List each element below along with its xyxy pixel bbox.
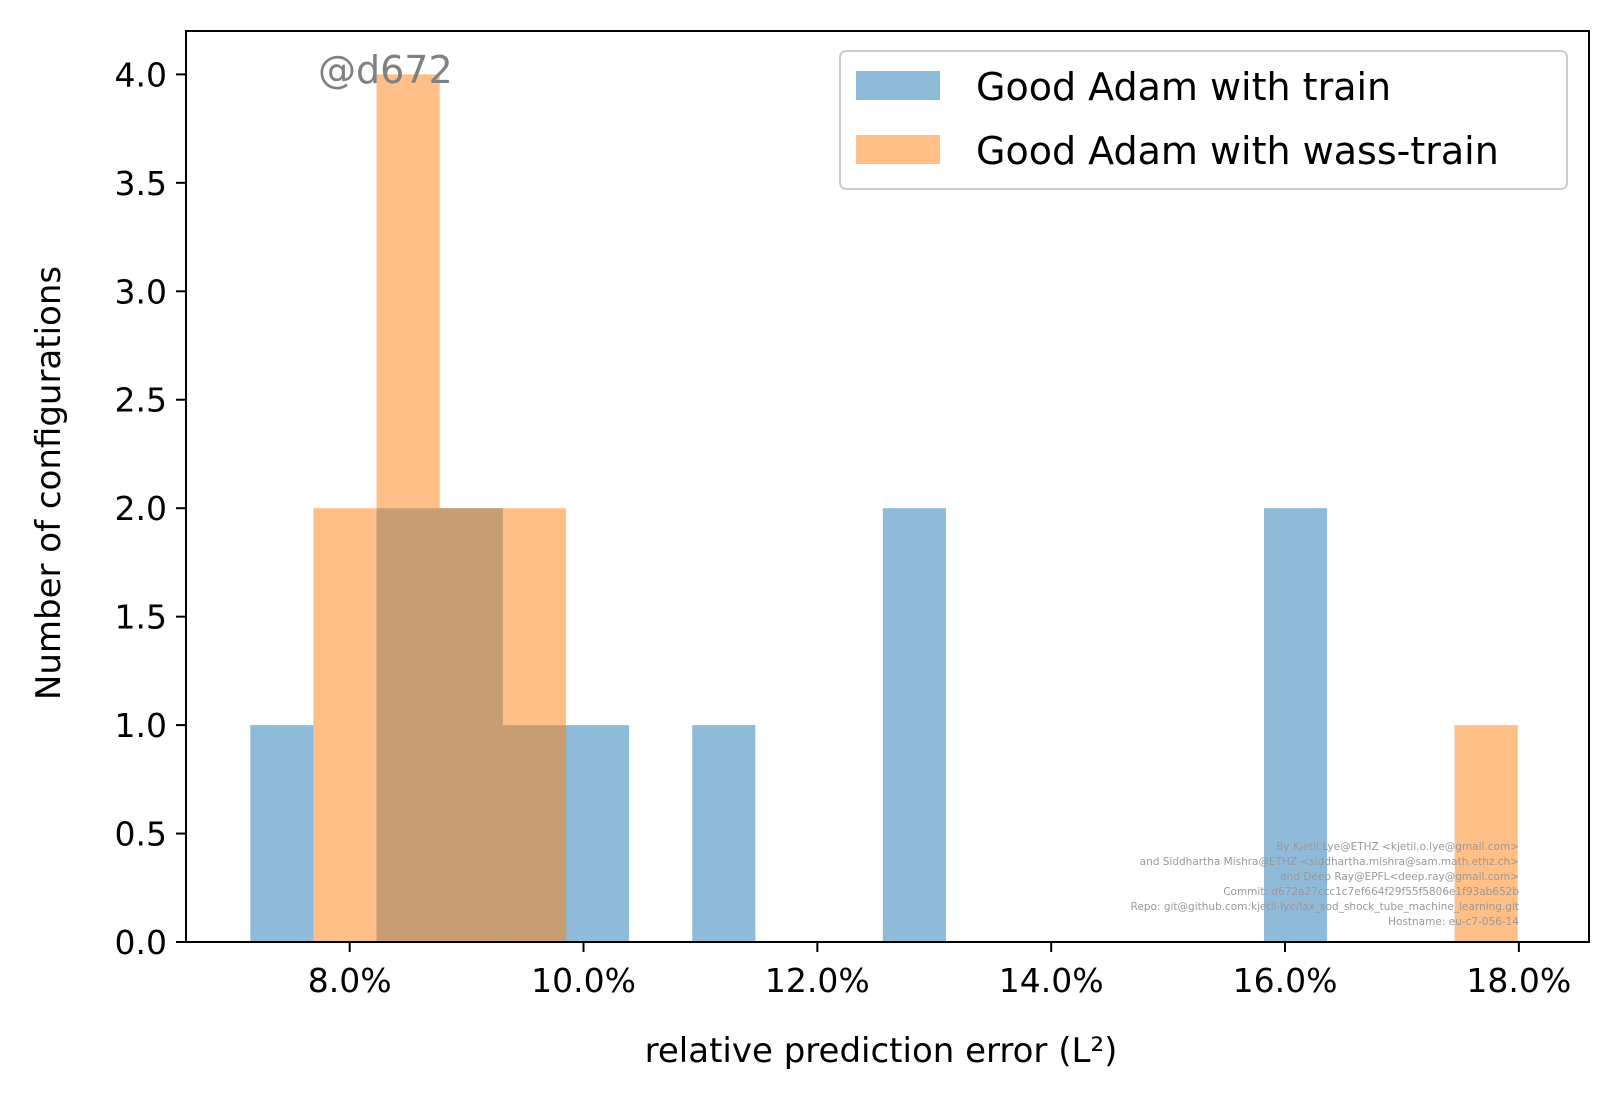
credits-line: Repo: git@github.com:kjetil-lye/lax_sod_… xyxy=(1131,901,1519,913)
histogram-bar xyxy=(250,725,314,942)
legend-swatch-train xyxy=(856,71,940,100)
y-tick-label: 1.0 xyxy=(115,706,167,745)
ticks-layer: 8.0% 10.0% 12.0% 14.0% 16.0% 18.0% 0.0 0.5 1.0 1.… xyxy=(115,55,1572,1000)
legend-label-train: Good Adam with train xyxy=(976,65,1391,109)
histogram-bar xyxy=(376,74,440,942)
credits-line: By Kjetil Lye@ETHZ <kjetil.o.lye@gmail.c… xyxy=(1276,841,1519,853)
x-tick-label: 14.0% xyxy=(999,961,1104,1000)
credits-line: and Deep Ray@EPFL<deep.ray@gmail.com> xyxy=(1280,871,1519,883)
legend-label-wass-train: Good Adam with wass-train xyxy=(976,129,1499,173)
legend: Good Adam with train Good Adam with wass… xyxy=(839,50,1568,190)
histogram-bar xyxy=(439,508,503,942)
credits-line: and Siddhartha Mishra@ETHZ <siddhartha.m… xyxy=(1140,856,1519,868)
histogram-bar xyxy=(502,508,566,942)
y-axis-title: Number of configurations xyxy=(29,266,69,700)
histogram-bar xyxy=(882,508,946,942)
x-tick-label: 8.0% xyxy=(308,961,392,1000)
x-tick-label: 18.0% xyxy=(1466,961,1571,1000)
histogram-bar xyxy=(1263,508,1328,942)
legend-swatch-wass-train xyxy=(856,135,940,164)
x-tick-label: 16.0% xyxy=(1233,961,1338,1000)
credits-block: By Kjetil Lye@ETHZ <kjetil.o.lye@gmail.c… xyxy=(1131,841,1520,928)
legend-box xyxy=(839,50,1568,190)
y-tick-label: 3.0 xyxy=(115,272,167,311)
credits-line: Commit: d672a27ccc1c7ef664f29f55f5806e1f… xyxy=(1223,886,1519,898)
x-axis-title: relative prediction error (L²) xyxy=(645,1031,1118,1071)
histogram-bar xyxy=(313,508,377,942)
histogram-bar xyxy=(565,725,630,942)
plot-frame xyxy=(185,30,1590,943)
x-axis-title-text: relative prediction error xyxy=(645,1031,1048,1071)
x-tick-label: 12.0% xyxy=(765,961,870,1000)
annotation-tag: @d672 xyxy=(318,48,453,92)
y-tick-label: 1.5 xyxy=(115,598,167,637)
y-tick-label: 3.5 xyxy=(115,164,167,203)
credits-line: Hostname: eu-c7-056-14 xyxy=(1388,916,1519,928)
bars-layer xyxy=(250,74,1518,942)
histogram-bar xyxy=(1454,725,1518,942)
y-tick-label: 2.5 xyxy=(115,381,167,420)
histogram-bar xyxy=(692,725,756,942)
y-tick-label: 4.0 xyxy=(115,55,167,94)
y-tick-label: 0.5 xyxy=(115,815,167,854)
y-tick-label: 2.0 xyxy=(115,489,167,528)
x-tick-label: 10.0% xyxy=(531,961,636,1000)
x-axis-title-math: (L²) xyxy=(1058,1031,1117,1071)
y-tick-label: 0.0 xyxy=(115,923,167,962)
